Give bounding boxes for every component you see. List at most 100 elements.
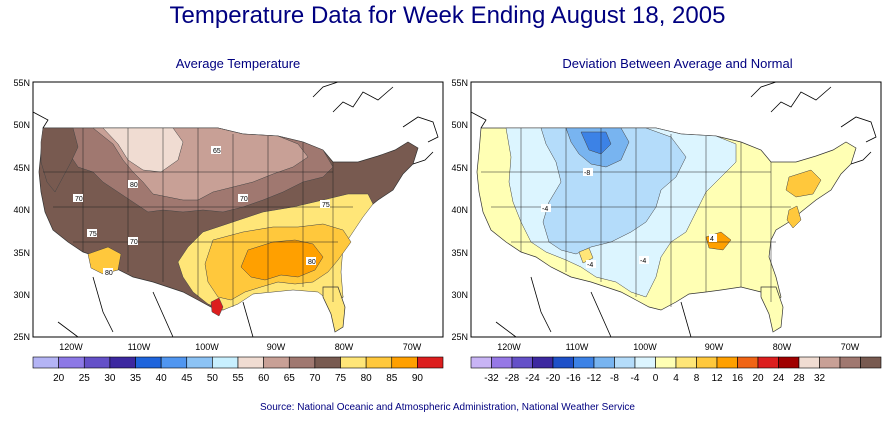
right-legend-label: -24 (525, 373, 540, 384)
right-legend-label: 4 (673, 373, 679, 384)
contour-label-1: -8 (584, 170, 590, 177)
contour-label-9: 80 (308, 259, 316, 266)
right-map-subtitle: Deviation Between Average and Normal (562, 56, 793, 71)
right-legend-label: 0 (653, 373, 659, 384)
right-legend-swatch (491, 356, 513, 369)
right-legend-label: -28 (505, 373, 520, 384)
right-legend-swatch (614, 356, 636, 369)
contour-label-2: 80 (130, 182, 138, 189)
us-region-west-coast (40, 127, 79, 193)
latitude-axis: 55N 50N 45N 40N 35N 30N 25N (451, 78, 468, 342)
lat-label-25n: 25N (451, 332, 468, 342)
left-legend-swatch (109, 356, 136, 369)
contour-label-3: 70 (75, 196, 83, 203)
lon-label-80w: 80W (773, 342, 792, 352)
left-legend-swatch (263, 356, 290, 369)
contour-labels: 65 80 70 70 75 75 70 80 80 (73, 146, 330, 277)
right-legend-swatch (716, 356, 738, 369)
contour-label-1: 65 (213, 148, 221, 155)
lat-label-40n: 40N (13, 205, 30, 215)
source-credit: Source: National Oceanic and Atmospheric… (259, 402, 635, 413)
page-title: Temperature Data for Week Ending August … (169, 2, 726, 29)
left-legend-swatch (417, 356, 444, 369)
average-temperature-map: 65 80 70 70 75 75 70 80 80 55N 50N 45N 4… (13, 78, 444, 384)
lat-label-35n: 35N (451, 248, 468, 258)
lon-label-70w: 70W (841, 342, 860, 352)
left-legend-label: 75 (335, 373, 347, 384)
florida-region (322, 286, 346, 333)
right-legend-swatch (819, 356, 841, 369)
right-legend-swatch (675, 356, 697, 369)
deviation-map: -8 -4 -4 -4 4 55N 50N 45N 40N 35N 30N 25… (451, 78, 882, 384)
right-legend-swatch (757, 356, 779, 369)
contour-label-4: -4 (640, 258, 646, 265)
left-legend-swatch (288, 356, 316, 369)
left-legend-swatch (32, 356, 59, 369)
right-legend-label: 16 (732, 373, 744, 384)
right-legend-swatch (737, 356, 759, 369)
lat-label-25n: 25N (13, 332, 30, 342)
left-legend-label: 90 (412, 373, 424, 384)
right-legend-label: 12 (711, 373, 723, 384)
right-legend-label: -20 (546, 373, 561, 384)
lon-label-90w: 90W (267, 342, 286, 352)
contour-label-7: 70 (130, 239, 138, 246)
left-legend-swatch (365, 356, 393, 369)
contour-label-5: 4 (710, 236, 714, 243)
lon-label-110w: 110W (128, 342, 151, 352)
contour-label-2: -4 (542, 206, 548, 213)
left-legend-swatch (135, 356, 162, 369)
right-legend-swatch (593, 356, 615, 369)
map-border (32, 81, 444, 338)
contour-label-3: -4 (587, 262, 593, 269)
right-legend: -32 -28 -24 -20 -16 -12 -8 -4 0 4 8 12 16 20 24 28 32 (470, 356, 882, 384)
left-legend-label: 55 (232, 373, 244, 384)
contour-label-5: 75 (322, 202, 330, 209)
lat-label-40n: 40N (451, 205, 468, 215)
left-legend-swatch (160, 356, 188, 369)
right-legend-swatch (655, 356, 677, 369)
contour-label-6: 75 (89, 231, 97, 238)
lon-label-80w: 80W (335, 342, 354, 352)
left-legend-label: 20 (53, 373, 65, 384)
contour-label-8: 80 (105, 270, 113, 277)
right-legend-label: -4 (631, 373, 640, 384)
left-legend-label: 85 (386, 373, 398, 384)
state-borders (43, 128, 353, 307)
right-legend-swatch (470, 356, 492, 369)
right-legend-swatch (798, 356, 820, 369)
us-region-southwest-hot (87, 246, 122, 275)
us-region-warm-northeast (785, 169, 822, 198)
longitude-axis: 120W 110W 100W 90W 80W 70W (59, 342, 422, 352)
right-legend-swatch (860, 356, 882, 369)
coastlines (32, 81, 439, 338)
left-legend-label: 35 (130, 373, 142, 384)
left-legend-swatch (340, 356, 367, 369)
lat-label-55n: 55N (451, 78, 468, 88)
us-region-minus16-to-minus12 (580, 131, 612, 155)
left-legend: 20 25 30 35 40 45 50 55 60 65 70 75 80 85 90 (32, 356, 444, 384)
left-legend-swatch (58, 356, 85, 369)
right-legend-label: -16 (566, 373, 581, 384)
right-legend-swatch (532, 356, 554, 369)
latitude-axis: 55N 50N 45N 40N 35N 30N 25N (13, 78, 30, 342)
left-legend-label: 80 (361, 373, 373, 384)
right-legend-swatch (696, 356, 718, 369)
right-legend-label: 20 (752, 373, 764, 384)
left-legend-swatch (212, 356, 239, 369)
lat-label-55n: 55N (13, 78, 30, 88)
left-legend-label: 40 (156, 373, 168, 384)
left-legend-swatch (186, 356, 213, 369)
left-legend-swatch (83, 356, 111, 369)
left-legend-label: 30 (104, 373, 116, 384)
left-map-subtitle: Average Temperature (175, 56, 301, 71)
lat-label-50n: 50N (13, 120, 30, 130)
left-legend-swatch (314, 356, 341, 369)
right-legend-swatch (634, 356, 656, 369)
right-legend-swatch (573, 356, 595, 369)
lat-label-45n: 45N (13, 163, 30, 173)
right-legend-swatch (552, 356, 574, 369)
us-region-warm-southwest (578, 247, 594, 264)
left-legend-label: 65 (284, 373, 296, 384)
us-region-texas-90 (210, 297, 224, 317)
